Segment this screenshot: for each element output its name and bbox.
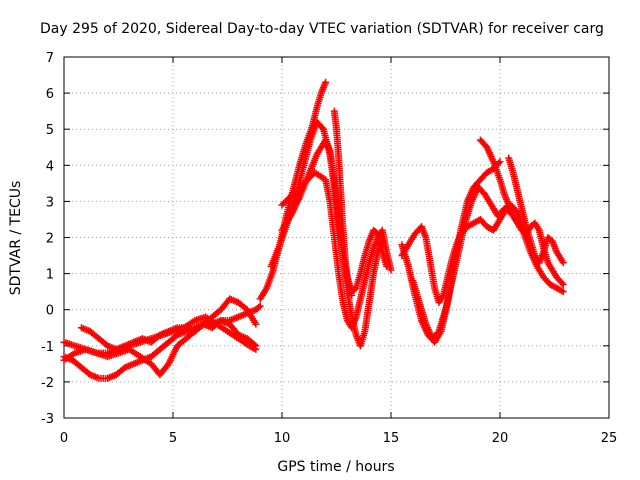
data-point xyxy=(383,262,391,270)
data-point xyxy=(284,195,292,203)
data-point xyxy=(496,158,504,166)
data-point xyxy=(256,302,264,310)
y-tick-label: 0 xyxy=(46,304,54,319)
y-tick-label: 4 xyxy=(46,159,54,174)
data-point xyxy=(283,196,291,204)
data-point xyxy=(304,175,312,183)
x-tick-label: 5 xyxy=(169,431,177,446)
data-point xyxy=(306,173,314,181)
y-tick-label: -3 xyxy=(41,412,54,427)
data-point xyxy=(322,78,330,86)
data-point xyxy=(308,172,316,180)
y-tick-label: -2 xyxy=(41,376,54,391)
x-tick-label: 15 xyxy=(383,431,400,446)
data-point xyxy=(255,303,263,311)
data-point xyxy=(300,179,308,187)
x-tick-label: 0 xyxy=(60,431,68,446)
y-tick-label: 7 xyxy=(46,51,54,66)
data-point xyxy=(289,190,297,198)
data-points xyxy=(60,78,567,382)
data-point xyxy=(294,186,302,194)
x-tick-label: 10 xyxy=(274,431,291,446)
data-point xyxy=(387,266,395,274)
data-point xyxy=(292,187,300,195)
x-tick-label: 25 xyxy=(601,431,618,446)
data-point xyxy=(298,181,306,189)
data-point xyxy=(295,184,303,192)
x-tick-label: 20 xyxy=(492,431,509,446)
data-point xyxy=(297,182,305,190)
y-tick-label: -1 xyxy=(41,340,54,355)
axis-ticks: 0 5 10 15 20 25 -3 -2 -1 0 1 2 3 4 5 6 7 xyxy=(41,51,617,446)
chart-title: Day 295 of 2020, Sidereal Day-to-day VTE… xyxy=(40,21,604,37)
data-point xyxy=(290,189,298,197)
y-tick-label: 1 xyxy=(46,268,54,283)
data-point xyxy=(281,198,289,206)
y-tick-label: 5 xyxy=(46,123,54,138)
data-point xyxy=(278,201,286,209)
data-point xyxy=(286,193,294,201)
data-point xyxy=(287,192,295,200)
data-point xyxy=(252,320,260,328)
data-point xyxy=(301,178,309,186)
data-point xyxy=(280,199,288,207)
y-tick-label: 2 xyxy=(46,232,54,247)
data-point xyxy=(252,345,260,353)
data-point xyxy=(318,124,326,132)
y-tick-label: 3 xyxy=(46,195,54,210)
y-tick-label: 6 xyxy=(46,87,54,102)
data-point xyxy=(303,176,311,184)
